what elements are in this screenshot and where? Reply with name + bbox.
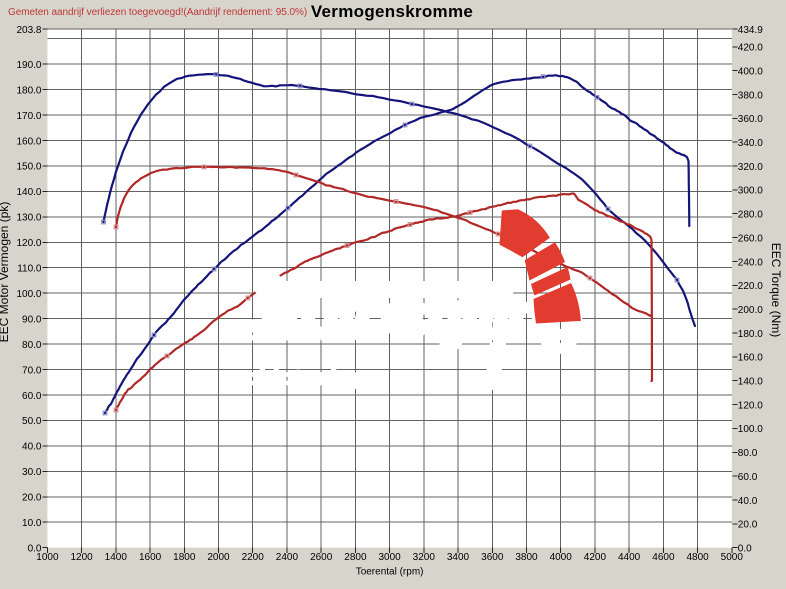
svg-text:30.0: 30.0: [22, 467, 42, 478]
svg-text:0.0: 0.0: [28, 544, 42, 555]
svg-text:160.0: 160.0: [16, 136, 41, 147]
svg-text:2800: 2800: [344, 552, 367, 563]
svg-text:220.0: 220.0: [738, 281, 763, 292]
svg-text:3600: 3600: [481, 552, 504, 563]
svg-text:140.0: 140.0: [16, 187, 41, 198]
svg-text:320.0: 320.0: [738, 162, 763, 173]
svg-text:40.0: 40.0: [738, 496, 758, 507]
svg-text:2400: 2400: [276, 552, 299, 563]
svg-text:130.0: 130.0: [16, 213, 41, 224]
svg-text:80.0: 80.0: [738, 448, 758, 459]
svg-text:50.0: 50.0: [22, 416, 42, 427]
svg-text:EEC Torque (Nm): EEC Torque (Nm): [769, 243, 783, 337]
svg-text:140.0: 140.0: [738, 377, 763, 388]
svg-text:80.0: 80.0: [22, 340, 42, 351]
svg-text:2000: 2000: [207, 552, 230, 563]
svg-text:60.0: 60.0: [738, 472, 758, 483]
svg-text:chiptuning: chiptuning: [247, 368, 366, 389]
svg-text:1200: 1200: [70, 552, 93, 563]
svg-text:110.0: 110.0: [17, 264, 42, 275]
svg-text:Gemeten aandrijf verliezen toe: Gemeten aandrijf verliezen toegevoegd!(A…: [8, 7, 307, 18]
svg-text:Vermogenskromme: Vermogenskromme: [311, 2, 473, 21]
svg-text:434.9: 434.9: [738, 25, 763, 36]
svg-text:3200: 3200: [413, 552, 436, 563]
svg-text:340.0: 340.0: [738, 138, 763, 149]
svg-text:203.8: 203.8: [16, 25, 41, 36]
svg-text:150.0: 150.0: [16, 162, 41, 173]
svg-text:90.0: 90.0: [22, 314, 42, 325]
svg-text:4600: 4600: [652, 552, 675, 563]
svg-text:3400: 3400: [447, 552, 470, 563]
svg-text:5000: 5000: [721, 552, 744, 563]
svg-text:260.0: 260.0: [738, 233, 763, 244]
svg-text:1400: 1400: [105, 552, 128, 563]
svg-text:EEC Motor Vermogen (pk): EEC Motor Vermogen (pk): [0, 202, 11, 343]
svg-text:20.0: 20.0: [738, 520, 758, 531]
svg-text:10.0: 10.0: [22, 518, 42, 529]
svg-text:120.0: 120.0: [738, 400, 763, 411]
svg-text:60.0: 60.0: [22, 391, 42, 402]
svg-text:190.0: 190.0: [16, 60, 41, 71]
svg-text:100.0: 100.0: [738, 424, 763, 435]
svg-text:4400: 4400: [618, 552, 641, 563]
svg-text:280.0: 280.0: [738, 210, 763, 221]
svg-text:240.0: 240.0: [738, 257, 763, 268]
svg-text:2600: 2600: [310, 552, 333, 563]
svg-text:180.0: 180.0: [738, 329, 763, 340]
svg-text:400.0: 400.0: [738, 66, 763, 77]
svg-text:40.0: 40.0: [22, 442, 42, 453]
svg-text:360.0: 360.0: [738, 114, 763, 125]
svg-text:100.0: 100.0: [16, 289, 41, 300]
svg-text:1800: 1800: [173, 552, 196, 563]
svg-text:4800: 4800: [686, 552, 709, 563]
svg-text:20.0: 20.0: [22, 493, 42, 504]
svg-text:1000: 1000: [36, 552, 59, 563]
svg-text:120.0: 120.0: [16, 238, 41, 249]
svg-text:3000: 3000: [378, 552, 401, 563]
svg-text:3800: 3800: [515, 552, 538, 563]
svg-text:4000: 4000: [550, 552, 573, 563]
svg-text:2200: 2200: [242, 552, 265, 563]
svg-text:380.0: 380.0: [738, 90, 763, 101]
svg-text:0.0: 0.0: [738, 544, 752, 555]
svg-text:Toerental (rpm): Toerental (rpm): [356, 567, 424, 578]
svg-text:1600: 1600: [139, 552, 162, 563]
svg-text:180.0: 180.0: [16, 85, 41, 96]
svg-text:420.0: 420.0: [738, 43, 763, 54]
svg-text:160.0: 160.0: [738, 353, 763, 364]
svg-text:4200: 4200: [584, 552, 607, 563]
svg-text:300.0: 300.0: [738, 186, 763, 197]
svg-text:70.0: 70.0: [22, 365, 42, 376]
svg-text:200.0: 200.0: [738, 305, 763, 316]
svg-text:170.0: 170.0: [16, 111, 41, 122]
